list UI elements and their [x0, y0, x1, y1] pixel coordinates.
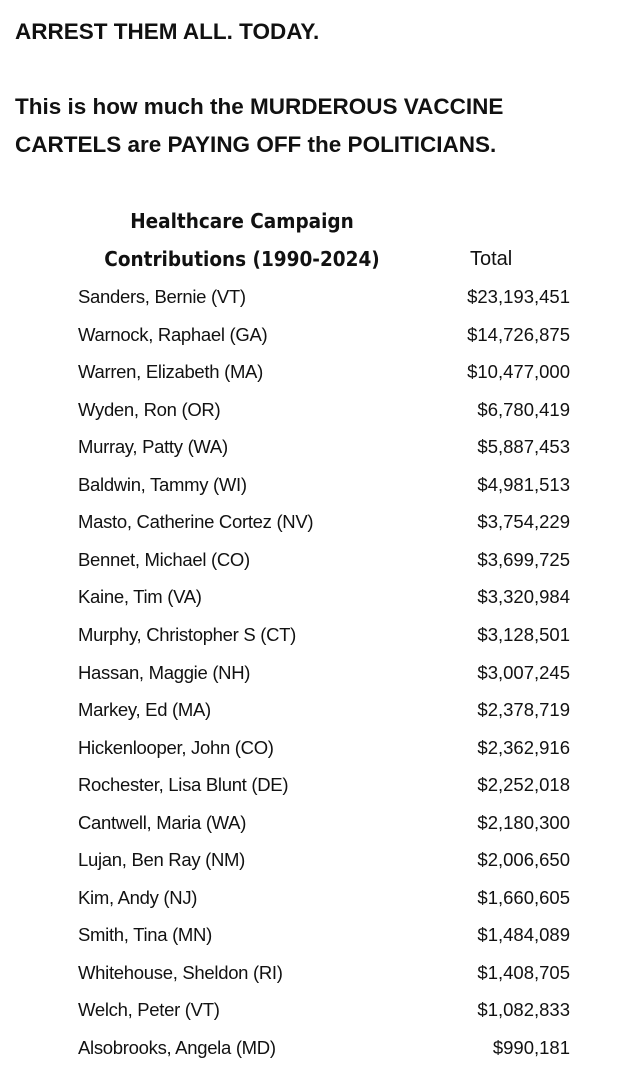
contribution-total: $3,128,501: [477, 623, 570, 645]
politician-name: Murphy, Christopher S (CT): [78, 623, 297, 645]
politician-name: Whitehouse, Sheldon (RI): [78, 961, 283, 983]
politician-name: Warren, Elizabeth (MA): [78, 361, 263, 383]
politician-name: Welch, Peter (VT): [78, 999, 220, 1021]
politician-name: Baldwin, Tammy (WI): [78, 473, 247, 495]
table-title: Contributions (1990-2024): [104, 247, 380, 271]
contribution-total: $14,726,875: [467, 323, 570, 345]
contribution-total: $2,252,018: [477, 774, 570, 796]
contribution-total: $3,699,725: [477, 548, 570, 570]
contribution-total: $3,320,984: [477, 586, 570, 608]
politician-name: Masto, Catherine Cortez (NV): [78, 511, 314, 533]
politician-name: Smith, Tina (MN): [78, 924, 212, 946]
politician-name: Hassan, Maggie (NH): [78, 661, 251, 683]
contribution-total: $2,006,650: [477, 849, 570, 871]
politician-name: Kaine, Tim (VA): [78, 586, 202, 608]
politician-name: Kim, Andy (NJ): [78, 886, 198, 908]
contribution-total: $4,981,513: [477, 473, 570, 495]
post-message: This is how much the MURDEROUS VACCINE: [15, 94, 504, 119]
contribution-total: $990,181: [492, 1037, 570, 1058]
politician-name: Markey, Ed (MA): [78, 699, 211, 721]
contribution-total: $3,754,229: [477, 511, 570, 533]
contribution-total: $23,193,451: [467, 286, 570, 307]
contribution-total: $1,082,833: [477, 999, 570, 1021]
contribution-total: $2,378,719: [477, 699, 570, 721]
contribution-total: $1,484,089: [477, 924, 570, 946]
politician-name: Warnock, Raphael (GA): [78, 323, 268, 345]
politician-name: Bennet, Michael (CO): [78, 548, 250, 570]
politician-name: Alsobrooks, Angela (MD): [78, 1037, 276, 1058]
politician-name: Wyden, Ron (OR): [78, 398, 221, 420]
contribution-total: $2,362,916: [477, 736, 570, 758]
contribution-total: $1,660,605: [477, 886, 570, 908]
contribution-total: $10,477,000: [467, 361, 570, 383]
post-title: ARREST THEM ALL. TODAY.: [15, 19, 320, 44]
politician-name: Rochester, Lisa Blunt (DE): [78, 774, 289, 796]
contribution-total: $3,007,245: [477, 661, 570, 683]
column-header: Total: [470, 248, 513, 270]
politician-name: Lujan, Ben Ray (NM): [78, 849, 246, 871]
table-title: Healthcare Campaign: [130, 209, 354, 233]
post-message: CARTELS are PAYING OFF the POLITICIANS.: [15, 132, 497, 157]
politician-name: Hickenlooper, John (CO): [78, 736, 274, 758]
politician-name: Murray, Patty (WA): [78, 436, 228, 458]
politician-name: Sanders, Bernie (VT): [78, 286, 246, 307]
contribution-total: $1,408,705: [477, 961, 570, 983]
contribution-total: $6,780,419: [477, 398, 570, 420]
politician-name: Cantwell, Maria (WA): [78, 811, 247, 833]
contribution-total: $5,887,453: [477, 436, 570, 458]
contribution-total: $2,180,300: [477, 811, 570, 833]
